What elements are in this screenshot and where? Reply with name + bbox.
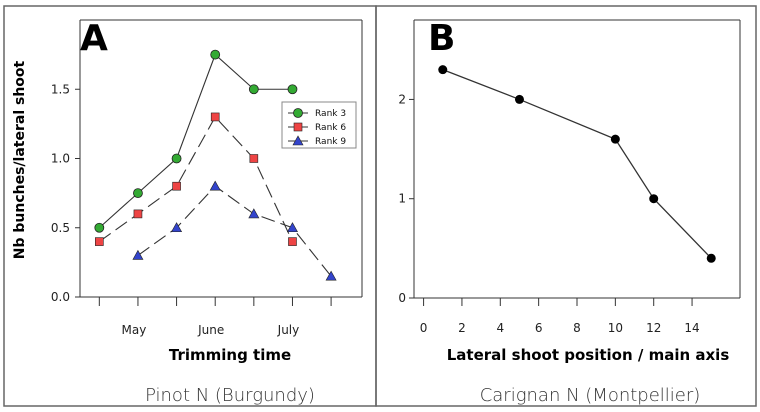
panel-b-letter: B [428,18,455,59]
panel-b-border [375,5,757,407]
legend-marker-circle [293,108,303,118]
panel-a-y-tick-label: 1.0 [51,152,70,166]
data-point-circle [210,49,221,60]
data-point-square [249,154,259,163]
panel-b-x-tick-label: 4 [496,321,504,335]
panel-b-x-tick-label: 14 [684,321,699,335]
panel-b-data-point [438,65,448,75]
panel-b-x-tick-label: 0 [420,321,428,335]
legend-marker-triangle [292,135,304,146]
panel-a-ylabel: Nb bunches/lateral shoot [12,60,28,259]
panel-b-data-point [649,194,659,204]
panel-b-data-point [610,134,620,144]
panel-a-letter: A [80,18,108,59]
series-line-triangle [137,185,332,277]
data-point-square [95,237,104,246]
panel-a-y-tick-label: 0.5 [51,221,70,235]
panel-b-x-tick-label: 8 [573,321,581,335]
panel-b-caption: Carignan N (Montpellier) [480,385,701,406]
panel-a-xlabel: Trimming time [169,346,291,364]
legend-marker-square [293,122,303,132]
data-point-circle [133,188,143,199]
panel-b-x-tick-label: 6 [535,321,543,335]
data-point-circle [94,222,105,233]
data-point-triangle [286,222,298,233]
data-point-triangle [132,249,144,260]
legend-label: Rank 6 [315,123,346,133]
panel-a-x-tick-label: May [122,323,147,337]
data-point-triangle [325,270,337,281]
data-point-circle [171,153,182,164]
data-point-triangle [248,208,260,219]
panel-b-xlabel: Lateral shoot position / main axis [447,346,730,364]
panel-a-x-tick-label: June [197,323,224,337]
panel-b-y-tick-label: 2 [398,92,406,106]
panel-a-y-tick-label: 0.0 [51,290,70,304]
legend-label: Rank 9 [315,137,346,147]
series-line-circle [98,53,293,229]
panel-a-y-tick-label: 1.5 [51,82,70,96]
panel-b-data-point [514,94,524,104]
legend-label: Rank 3 [315,109,346,119]
panel-a-caption: Pinot N (Burgundy) [145,385,315,406]
data-point-circle [287,84,298,95]
series-line-square [98,116,293,243]
panel-a-x-tick-label: July [277,323,300,337]
panel-b-x-tick-label: 10 [608,321,623,335]
data-point-circle [248,84,259,95]
panel-b-x-tick-label: 2 [458,321,466,335]
panel-a-legend: Rank 3 Rank 6 Rank 9 [281,101,357,149]
panel-b-y-tick-label: 0 [398,291,406,305]
panel-b-data-point [706,253,716,263]
data-point-square [133,209,143,219]
data-point-square [172,181,181,191]
data-point-triangle [209,180,221,191]
data-point-triangle [171,222,183,233]
panel-b-x-tick-label: 12 [646,321,661,335]
data-point-square [210,112,220,122]
panel-b-y-tick-label: 1 [398,192,406,206]
panel-b-series-line [442,69,712,259]
data-point-square [288,237,297,246]
